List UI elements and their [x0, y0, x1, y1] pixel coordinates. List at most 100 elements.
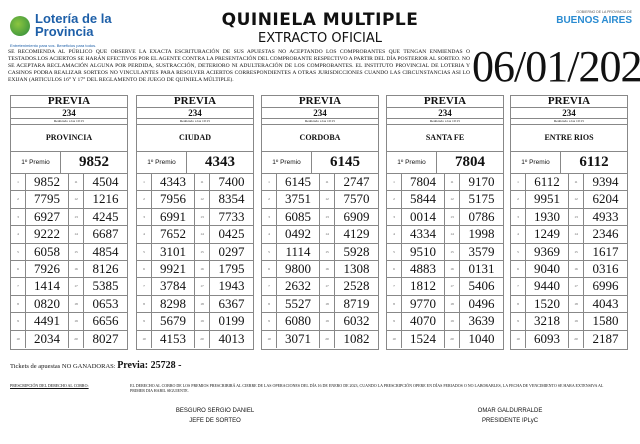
position-label: 2	[11, 191, 26, 208]
result-row: 7 3784 17 1943	[137, 278, 253, 296]
position-label: 13	[195, 208, 210, 226]
position-label: 14	[69, 226, 84, 243]
result-number: 5679	[152, 313, 195, 330]
position-label: 1	[387, 174, 402, 191]
logo-icon	[10, 16, 30, 36]
result-row: 2 5844 12 5175	[387, 191, 503, 209]
result-number: 0653	[92, 295, 119, 311]
position-label: 8	[262, 295, 277, 313]
position-label: 19	[569, 313, 584, 330]
result-row: 8 9770 18 0496	[387, 295, 503, 314]
position-label: 20	[320, 330, 335, 348]
result-row: 5 1114 15 5928	[262, 243, 378, 261]
sorteo-time: Realizado a las 10:15	[262, 119, 378, 125]
sorteo-number: 234	[262, 108, 378, 119]
result-row: 5 6058 15 4854	[11, 243, 127, 261]
loteria-logo: Lotería de la Provincia Entretenimiento …	[8, 10, 118, 50]
position-label: 3	[137, 208, 152, 226]
result-number: 2632	[277, 278, 320, 295]
position-label: 19	[445, 313, 460, 330]
result-number: 9440	[526, 278, 569, 295]
position-label: 12	[195, 191, 210, 208]
result-number: 1308	[343, 260, 370, 276]
result-row: 9 4491 19 6656	[11, 313, 127, 331]
result-row: 4 9222 14 6687	[11, 226, 127, 244]
result-number: 1414	[26, 278, 69, 295]
result-row: 8 8298 18 6367	[137, 295, 253, 314]
result-number: 6145	[277, 174, 320, 191]
result-number: 1082	[343, 330, 370, 346]
result-number: 6085	[277, 208, 320, 226]
result-number: 9852	[26, 174, 69, 191]
result-row: 2 7795 12 1216	[11, 191, 127, 209]
result-row: 6 9800 16 1308	[262, 260, 378, 279]
result-row: 2 3751 12 7570	[262, 191, 378, 209]
sorteo-number: 234	[511, 108, 627, 119]
result-row: 1 6112 11 9394	[511, 174, 627, 192]
jurisdiction-name: PROVINCIA	[11, 125, 127, 152]
position-label: 14	[569, 226, 584, 243]
first-prize-value: 6145	[330, 154, 360, 170]
position-label: 11	[195, 174, 210, 191]
result-number: 3071	[277, 330, 320, 348]
result-row: 3 6991 13 7733	[137, 208, 253, 227]
result-number: 9369	[526, 243, 569, 260]
position-label: 2	[511, 191, 526, 208]
position-label: 9	[511, 313, 526, 330]
position-label: 10	[11, 330, 26, 348]
position-label: 13	[569, 208, 584, 226]
sorteo-name: PREVIA	[262, 96, 378, 108]
first-prize-value: 6112	[579, 154, 609, 170]
page-subtitle: EXTRACTO OFICIAL	[258, 31, 382, 46]
position-label: 19	[195, 313, 210, 330]
position-label: 17	[445, 278, 460, 295]
result-number: 1812	[402, 278, 445, 295]
result-number: 4043	[592, 295, 619, 311]
result-number: 1520	[526, 295, 569, 313]
result-number: 7652	[152, 226, 195, 243]
logo-slogan: Entretenimiento para vos. Beneficios par…	[10, 43, 97, 48]
result-number: 4883	[402, 260, 445, 278]
result-number: 6032	[343, 313, 370, 329]
result-number: 9222	[26, 226, 69, 243]
position-label: 5	[11, 243, 26, 260]
result-number: 1040	[468, 330, 495, 346]
sorteo-name: PREVIA	[137, 96, 253, 108]
result-number: 3101	[152, 243, 195, 260]
result-number: 0820	[26, 295, 69, 313]
position-label: 5	[387, 243, 402, 260]
position-label: 12	[445, 191, 460, 208]
result-number: 0492	[277, 226, 320, 243]
position-label: 1	[11, 174, 26, 191]
result-number: 4491	[26, 313, 69, 330]
result-number: 0496	[468, 295, 495, 311]
result-number: 6996	[592, 278, 619, 294]
result-number: 8027	[92, 330, 119, 346]
position-label: 8	[11, 295, 26, 313]
result-row: 4 1249 14 2346	[511, 226, 627, 244]
result-number: 0316	[592, 260, 619, 276]
result-number: 4854	[92, 243, 119, 259]
result-row: 5 9510 15 3579	[387, 243, 503, 261]
position-label: 3	[387, 208, 402, 226]
position-label: 2	[137, 191, 152, 208]
result-number: 6656	[92, 313, 119, 329]
position-label: 8	[137, 295, 152, 313]
position-label: 10	[387, 330, 402, 348]
result-number: 5385	[92, 278, 119, 294]
position-label: 17	[320, 278, 335, 295]
sorteo-number: 234	[387, 108, 503, 119]
jurisdiction-column: PREVIA 234 Realizado a las 10:15 SANTA F…	[386, 95, 504, 350]
result-number: 6112	[526, 174, 569, 191]
result-number: 5175	[468, 191, 495, 207]
position-label: 18	[320, 295, 335, 313]
result-row: 2 9951 12 6204	[511, 191, 627, 209]
result-number: 0786	[468, 208, 495, 224]
result-row: 4 7652 14 0425	[137, 226, 253, 244]
position-label: 10	[137, 330, 152, 348]
position-label: 9	[137, 313, 152, 330]
position-label: 18	[445, 295, 460, 313]
result-number: 1249	[526, 226, 569, 243]
result-number: 6367	[218, 295, 245, 311]
position-label: 6	[137, 260, 152, 278]
